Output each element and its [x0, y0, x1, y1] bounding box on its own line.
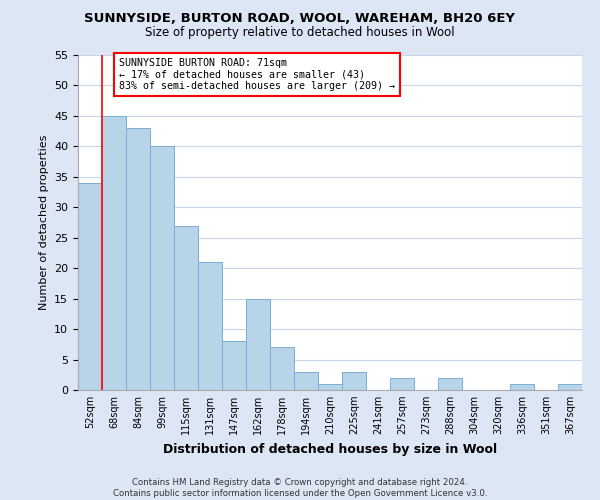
Bar	[102, 116, 126, 390]
Bar	[222, 342, 246, 390]
Text: Contains HM Land Registry data © Crown copyright and database right 2024.
Contai: Contains HM Land Registry data © Crown c…	[113, 478, 487, 498]
Bar	[270, 348, 294, 390]
Bar	[342, 372, 366, 390]
Text: SUNNYSIDE, BURTON ROAD, WOOL, WAREHAM, BH20 6EY: SUNNYSIDE, BURTON ROAD, WOOL, WAREHAM, B…	[85, 12, 515, 26]
Bar	[126, 128, 150, 390]
Text: SUNNYSIDE BURTON ROAD: 71sqm
← 17% of detached houses are smaller (43)
83% of se: SUNNYSIDE BURTON ROAD: 71sqm ← 17% of de…	[119, 58, 395, 91]
Y-axis label: Number of detached properties: Number of detached properties	[38, 135, 49, 310]
Bar	[246, 298, 270, 390]
Bar	[294, 372, 318, 390]
Bar	[390, 378, 414, 390]
X-axis label: Distribution of detached houses by size in Wool: Distribution of detached houses by size …	[163, 442, 497, 456]
Text: Size of property relative to detached houses in Wool: Size of property relative to detached ho…	[145, 26, 455, 39]
Bar	[558, 384, 582, 390]
Bar	[198, 262, 222, 390]
Bar	[510, 384, 534, 390]
Bar	[438, 378, 462, 390]
Bar	[150, 146, 174, 390]
Bar	[174, 226, 198, 390]
Bar	[78, 183, 102, 390]
Bar	[318, 384, 342, 390]
